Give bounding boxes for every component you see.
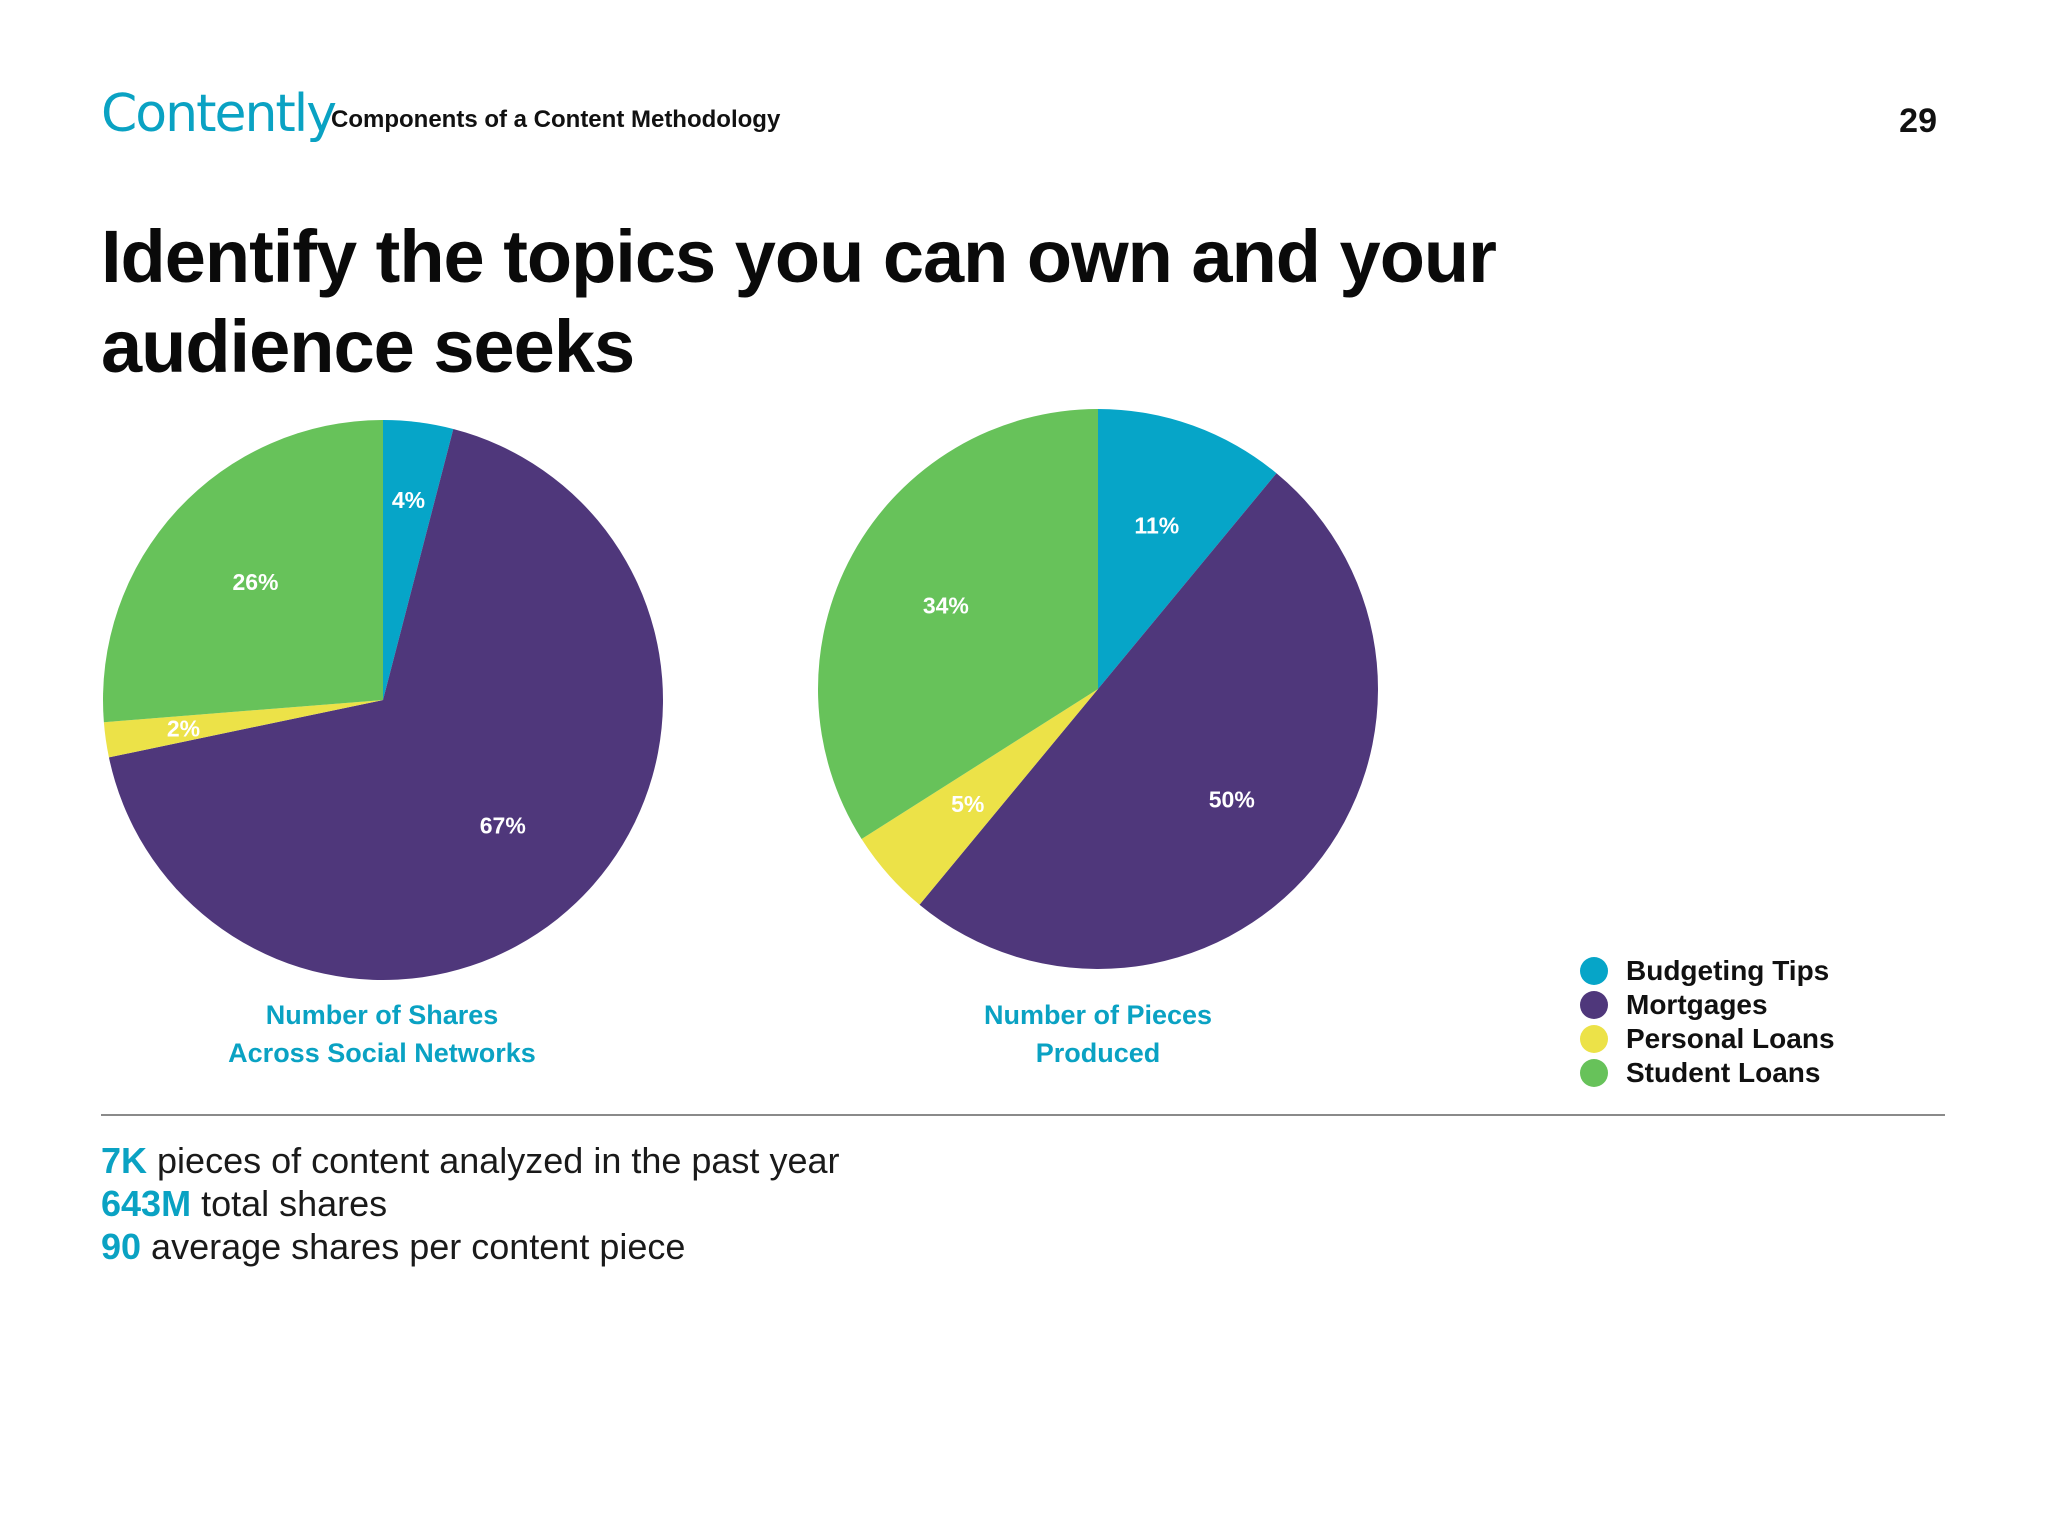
legend-label: Student Loans — [1626, 1057, 1821, 1088]
divider — [101, 1114, 1945, 1116]
chart-2-caption: Number of Pieces Produced — [848, 996, 1348, 1072]
page-number: 29 — [1899, 102, 1937, 140]
stat-line: 7K pieces of content analyzed in the pas… — [101, 1139, 839, 1182]
chart-2-slice-student-loans — [818, 409, 1098, 840]
legend-item-mortgages: Mortgages — [1580, 988, 1835, 1022]
chart-1-slice-personal-loans — [103, 700, 383, 758]
legend-item-student-loans: Student Loans — [1580, 1056, 1835, 1090]
chart-2-slice-personal-loans — [861, 689, 1098, 905]
stat-text: total shares — [191, 1183, 388, 1224]
chart-1-slice-mortgages — [108, 428, 664, 980]
stat-line: 90 average shares per content piece — [101, 1225, 839, 1268]
chart-1-caption: Number of Shares Across Social Networks — [132, 996, 632, 1072]
stat-text: average shares per content piece — [141, 1226, 686, 1267]
section-title: Components of a Content Methodology — [331, 106, 781, 133]
legend-swatch-student-loans — [1580, 1059, 1608, 1087]
stat-number: 7K — [101, 1140, 148, 1181]
chart-2-label-budgeting-tips: 11% — [1134, 513, 1179, 539]
page-header: Contently Components of a Content Method… — [101, 84, 1941, 154]
chart-2-slice-mortgages — [919, 473, 1378, 970]
legend-item-personal-loans: Personal Loans — [1580, 1022, 1835, 1056]
chart-2-label-mortgages: 50% — [1209, 787, 1255, 813]
stats-block: 7K pieces of content analyzed in the pas… — [101, 1139, 839, 1268]
chart-1-slice-budgeting-tips — [383, 420, 454, 700]
legend-label: Mortgages — [1626, 989, 1768, 1020]
legend-label: Budgeting Tips — [1626, 955, 1830, 986]
stat-number: 90 — [101, 1226, 142, 1267]
chart-1-slice-student-loans — [102, 420, 383, 723]
chart-1-caption-line-2: Across Social Networks — [228, 1038, 536, 1068]
chart-2-caption-line-1: Number of Pieces — [983, 1000, 1213, 1030]
legend-swatch-personal-loans — [1580, 1025, 1608, 1053]
chart-1-label-budgeting-tips: 4% — [392, 487, 425, 513]
chart-legend: Budgeting Tips Mortgages Personal Loans … — [1580, 954, 1835, 1090]
chart-1-label-student-loans: 26% — [232, 569, 278, 595]
legend-swatch-mortgages — [1580, 991, 1608, 1019]
page-title: Identify the topics you can own and your… — [101, 215, 1497, 388]
contently-logo: Contently — [101, 84, 337, 144]
chart-2-label-student-loans: 34% — [923, 592, 969, 618]
chart-1-label-personal-loans: 2% — [167, 716, 200, 742]
chart-2-caption-line-2: Produced — [1035, 1038, 1161, 1068]
stat-text: pieces of content analyzed in the past y… — [147, 1140, 840, 1181]
stat-number: 643M — [101, 1183, 192, 1224]
stat-line: 643M total shares — [101, 1182, 839, 1225]
legend-swatch-budgeting-tips — [1580, 957, 1608, 985]
legend-item-budgeting-tips: Budgeting Tips — [1580, 954, 1835, 988]
chart-1-label-mortgages: 67% — [480, 813, 526, 839]
chart-2-slice-budgeting-tips — [1098, 409, 1277, 689]
chart-1-caption-line-1: Number of Shares — [265, 1000, 499, 1030]
legend-label: Personal Loans — [1626, 1023, 1835, 1054]
chart-2-label-personal-loans: 5% — [951, 791, 984, 817]
